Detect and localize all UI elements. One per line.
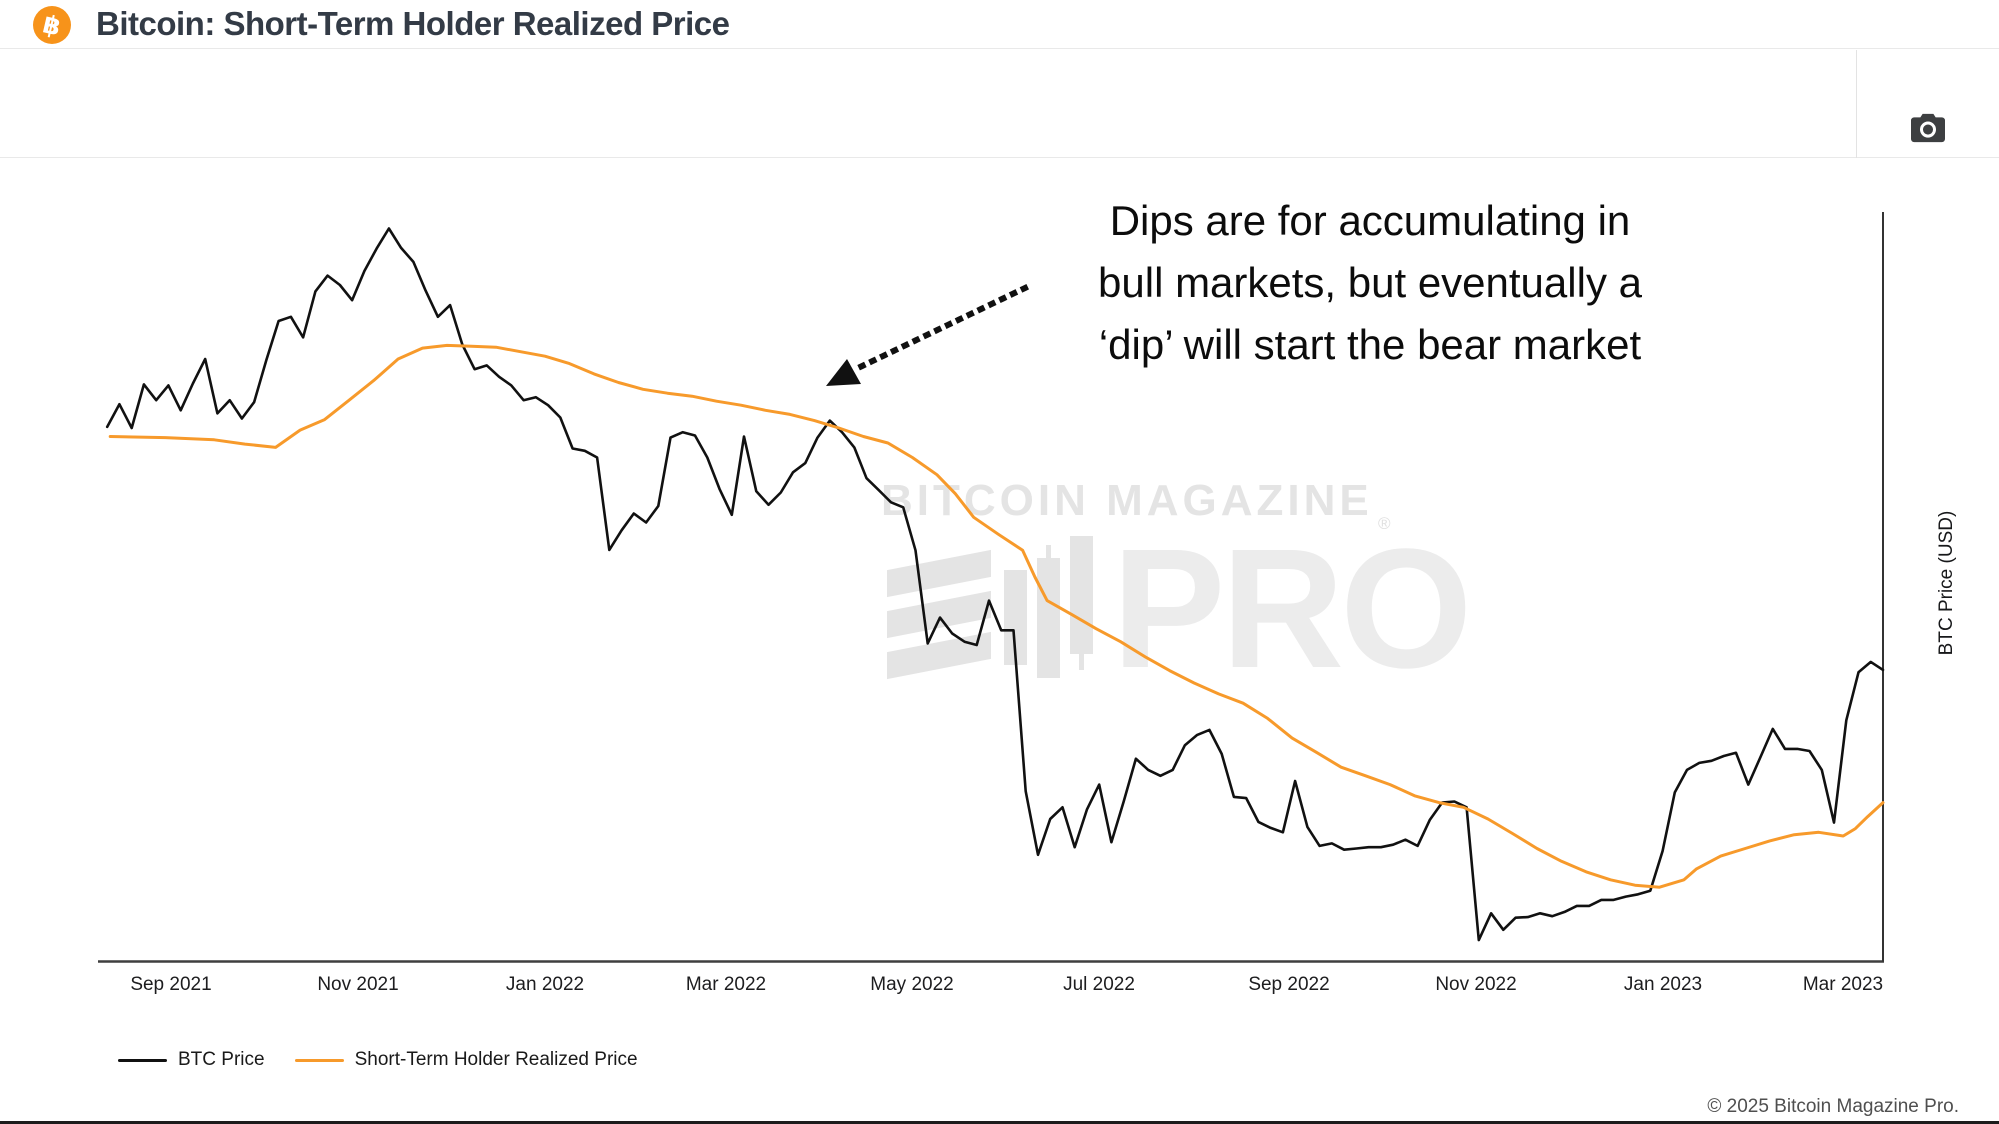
camera-icon (1911, 113, 1945, 146)
btc-price-swatch-icon (118, 1058, 167, 1062)
x-tick-label: Mar 2023 (1802, 974, 1884, 995)
legend-label-sth-realized-price: Short-Term Holder Realized Price (354, 1049, 638, 1070)
bitcoin-icon: ฿ (33, 6, 71, 44)
bottom-edge-divider (0, 1121, 1999, 1124)
x-tick-label: Nov 2022 (1435, 974, 1517, 995)
annotation-arrowhead-icon (826, 359, 861, 386)
legend: BTC Price Short-Term Holder Realized Pri… (118, 1046, 638, 1074)
x-tick-label: Jan 2023 (1623, 974, 1703, 995)
chart-toolbar (0, 50, 1999, 158)
copyright-text: © 2025 Bitcoin Magazine Pro. (1707, 1096, 1959, 1117)
legend-item-btc-price[interactable]: BTC Price (118, 1049, 265, 1071)
page-title: Bitcoin: Short-Term Holder Realized Pric… (96, 5, 730, 42)
annotation-line-2: bull markets, but eventually a (1098, 259, 1642, 306)
x-tick-label: Sep 2021 (130, 974, 212, 995)
annotation-line-1: Dips are for accumulating in (1109, 197, 1631, 244)
header: ฿ Bitcoin: Short-Term Holder Realized Pr… (0, 0, 1999, 49)
toolbar-divider (1856, 50, 1857, 158)
x-axis-ticks: Sep 2021 Nov 2021 Jan 2022 Mar 2022 May 2022… (0, 974, 1999, 1000)
sth-realized-price-swatch-icon (294, 1058, 344, 1062)
screenshot-button[interactable] (1905, 110, 1951, 148)
y-axis-label: BTC Price (USD) (1936, 510, 1957, 656)
sth-realized-price-line (108, 343, 1885, 889)
x-tick-label: Jul 2022 (1063, 974, 1135, 995)
watermark-registered-icon: ® (1378, 514, 1391, 533)
annotation-text: Dips are for accumulating in bull market… (1040, 190, 1700, 376)
x-tick-label: Sep 2022 (1248, 974, 1330, 995)
annotation-line-3: ‘dip’ will start the bear market (1098, 321, 1642, 368)
watermark-pro: PRO (1112, 514, 1472, 704)
btc-price-line (105, 227, 1885, 942)
x-tick-label: Nov 2021 (317, 974, 399, 995)
legend-label-btc-price: BTC Price (178, 1049, 265, 1070)
legend-item-sth-realized-price[interactable]: Short-Term Holder Realized Price (294, 1049, 638, 1071)
annotation-arrow-line (853, 283, 1030, 373)
x-tick-label: Mar 2022 (685, 974, 767, 995)
x-tick-label: May 2022 (870, 974, 954, 995)
x-tick-label: Jan 2022 (505, 974, 585, 995)
